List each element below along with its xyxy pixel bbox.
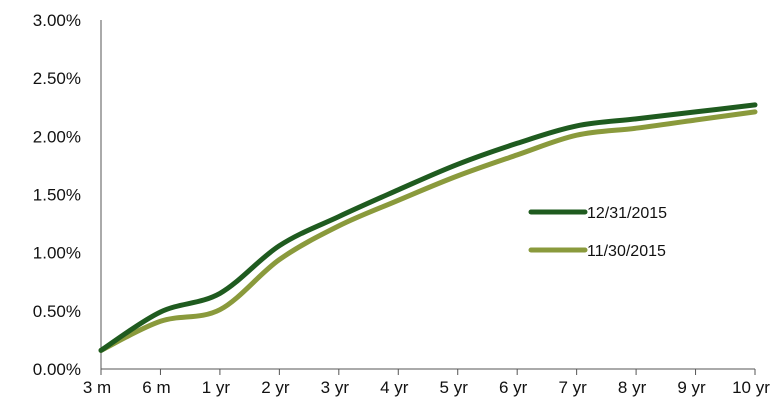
x-tick-label: 10 yr <box>732 378 770 397</box>
y-tick-label: 2.50% <box>33 69 81 88</box>
y-tick-label: 0.00% <box>33 360 81 379</box>
x-axis-ticks: 3 m 6 m 1 yr 2 yr 3 yr 4 yr 5 yr 6 yr 7 yr 8 yr 9 … <box>83 378 770 397</box>
series-line-0 <box>98 102 758 353</box>
y-axis-ticks: 0.00% 0.50% 1.00% 1.50% 2.00% 2.50% 3.00% <box>33 11 81 379</box>
axes <box>100 20 756 375</box>
x-tick-label: 3 m <box>83 378 111 397</box>
x-tick-label: 9 yr <box>677 378 706 397</box>
x-tick-label: 3 yr <box>321 378 350 397</box>
x-tick-label: 2 yr <box>261 378 290 397</box>
y-tick-label: 2.00% <box>33 127 81 146</box>
y-tick-label: 1.00% <box>33 244 81 263</box>
series-line-1 <box>98 109 758 353</box>
series-lines <box>98 102 758 353</box>
y-tick-label: 0.50% <box>33 302 81 321</box>
x-tick-label: 5 yr <box>440 378 469 397</box>
x-tick-label: 6 yr <box>499 378 528 397</box>
x-tick-label: 8 yr <box>618 378 647 397</box>
legend-label-1: 11/30/2015 <box>587 243 666 260</box>
x-tick-label: 6 m <box>142 378 170 397</box>
x-tick-label: 1 yr <box>202 378 231 397</box>
y-tick-label: 1.50% <box>33 186 81 205</box>
legend: 12/31/2015 11/30/2015 <box>528 205 667 260</box>
y-tick-label: 3.00% <box>33 11 81 30</box>
legend-label-0: 12/31/2015 <box>587 205 667 222</box>
x-tick-label: 4 yr <box>380 378 409 397</box>
x-tick-label: 7 yr <box>558 378 587 397</box>
